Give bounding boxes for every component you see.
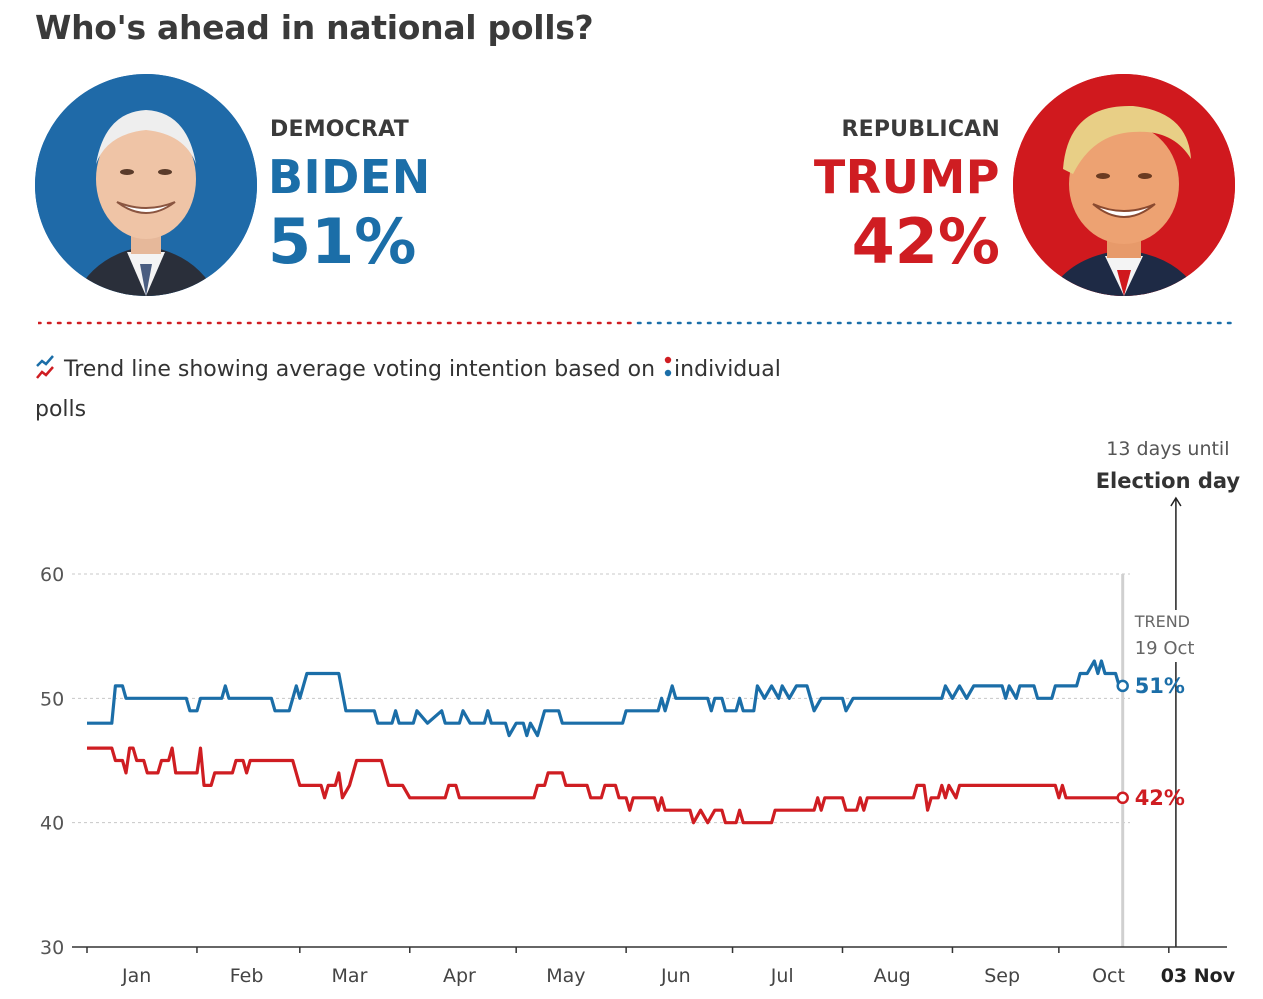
poll-dots-icon [662,354,674,392]
democrat-candidate-name: BIDEN [268,150,431,204]
chart-legend: Trend line showing average voting intent… [35,352,815,428]
election-day-tick-label: 03 Nov [1161,965,1236,987]
republican-candidate-name: TRUMP [813,150,1000,204]
democrat-percent: 51% [268,205,417,278]
biden-portrait-svg [35,74,257,296]
biden-trend-line [87,659,1123,738]
trend-label-background [1130,610,1203,662]
republican-percent: 42% [851,205,1000,278]
y-axis-ticks: 30 40 50 60 [40,564,64,959]
republican-party-label: REPUBLICAN [841,117,1000,142]
y-tick-label: 40 [40,813,64,835]
x-axis: Jan Feb Mar Apr May Jun Jul Aug Sep Oct 03 Nov [72,946,1236,987]
y-tick-label: 30 [40,937,64,959]
x-tick-label: May [546,965,585,987]
trump-end-label: 42% [1135,786,1185,810]
biden-end-marker [1116,679,1129,693]
democrat-party-label: DEMOCRAT [270,117,409,142]
trump-portrait-icon [1013,74,1235,296]
x-tick-label: Jan [121,965,151,987]
x-tick-label: Oct [1092,965,1125,987]
days-until-label: 13 days until [1106,438,1229,460]
y-tick-label: 50 [40,688,64,710]
trump-trend-line [87,746,1123,825]
election-day-label: Election day [1096,469,1241,493]
trend-line-icon [35,354,57,392]
chart-title: Who's ahead in national polls? [35,8,594,47]
y-tick-label: 60 [40,564,64,586]
biden-portrait-icon [35,74,257,296]
legend-text-before: Trend line showing average voting intent… [64,357,656,382]
trend-date-label: 19 Oct [1135,638,1195,659]
trend-label: TREND [1134,612,1190,631]
x-tick-label: Aug [874,965,911,987]
poll-chart: 30 40 50 60 13 days until Election day TREN… [40,438,1241,987]
x-tick-label: Feb [230,965,264,987]
x-tick-label: Jun [660,965,691,987]
series-lines: 51% 42% [87,659,1185,825]
x-tick-label: Mar [332,965,368,987]
dotted-divider [38,321,1233,325]
x-tick-label: Apr [443,965,476,987]
x-tick-label: Sep [984,965,1020,987]
x-tick-label: Jul [770,965,794,987]
legend-text-after: individual polls [35,357,781,422]
election-day-arrow [1170,496,1182,507]
trump-end-marker [1116,791,1129,805]
biden-end-label: 51% [1135,674,1185,698]
trump-portrait-svg [1013,74,1235,296]
